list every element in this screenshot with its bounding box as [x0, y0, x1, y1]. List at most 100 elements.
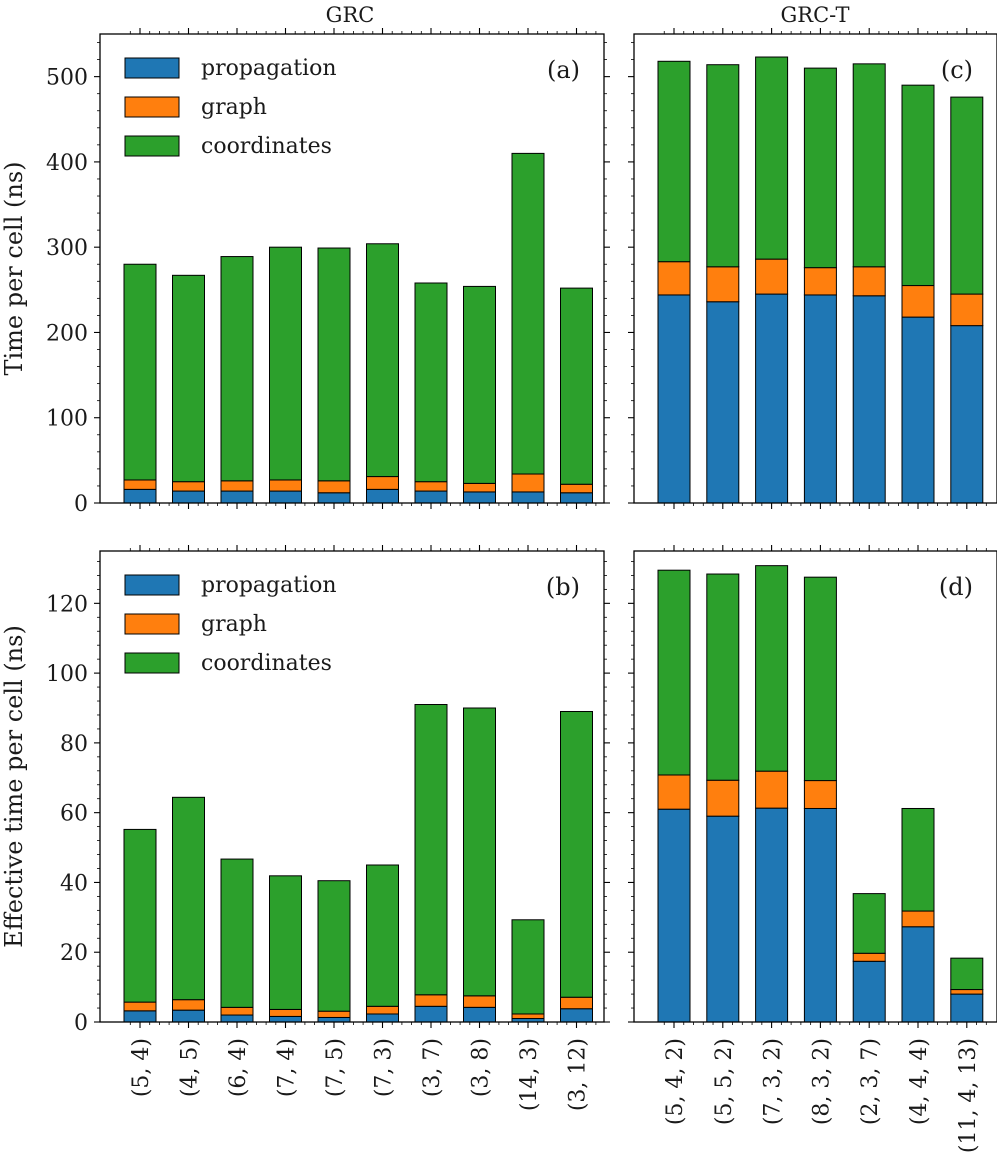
category-label: (7, 3) — [372, 1038, 397, 1097]
bar-coordinates-2 — [755, 565, 789, 772]
bar-propagation-4 — [317, 1016, 351, 1023]
bar-graph-1 — [706, 266, 740, 303]
bar-graph-3 — [803, 780, 837, 809]
bar-graph-2 — [755, 258, 789, 295]
y-axis-label: Effective time per cell (ns) — [0, 625, 28, 948]
bar-graph-2 — [220, 480, 254, 492]
bar-coordinates-6 — [414, 282, 448, 483]
bar-coordinates-5 — [366, 864, 399, 1007]
bar-graph-0 — [657, 774, 691, 810]
bar-coordinates-2 — [755, 56, 789, 260]
bar-graph-0 — [657, 261, 691, 296]
axes-frame — [99, 550, 605, 1023]
legend-label-graph: graph — [201, 612, 267, 637]
y-tick-label: 500 — [46, 66, 88, 91]
bar-graph-1 — [172, 481, 205, 492]
bar-graph-6 — [414, 994, 448, 1007]
bar-propagation-6 — [950, 325, 984, 504]
bar-graph-3 — [269, 479, 302, 492]
bar-propagation-5 — [366, 1013, 399, 1023]
bar-coordinates-9 — [560, 710, 593, 998]
bar-coordinates-4 — [852, 893, 886, 954]
bar-propagation-1 — [172, 490, 205, 504]
y-tick-label: 60 — [60, 802, 88, 827]
panel-tag: (d) — [939, 573, 973, 601]
panel-tag: (b) — [546, 573, 580, 601]
category-label: (4, 4, 4) — [907, 1038, 932, 1125]
bar-coordinates-1 — [172, 274, 205, 483]
bar-propagation-3 — [269, 1015, 302, 1023]
bar-propagation-3 — [803, 294, 837, 504]
bar-propagation-2 — [755, 293, 789, 504]
legend-swatch-propagation — [124, 574, 180, 596]
bar-graph-5 — [901, 285, 935, 318]
bar-coordinates-6 — [950, 957, 984, 991]
bar-propagation-0 — [123, 488, 157, 504]
bar-coordinates-7 — [463, 285, 496, 484]
y-tick-label: 0 — [74, 492, 88, 517]
panel-c: (c) — [628, 28, 997, 509]
category-label: (6, 4) — [226, 1038, 251, 1097]
bar-graph-5 — [901, 910, 935, 928]
bar-coordinates-3 — [269, 246, 302, 481]
bar-coordinates-4 — [317, 880, 351, 1012]
legend-swatch-graph — [124, 613, 180, 635]
bar-coordinates-1 — [706, 64, 740, 268]
bar-propagation-3 — [269, 490, 302, 504]
legend-swatch-coordinates — [124, 652, 180, 674]
bar-graph-0 — [123, 1001, 157, 1012]
category-label: (11, 4, 13) — [956, 1038, 981, 1153]
y-tick-label: 300 — [46, 236, 88, 261]
bar-coordinates-8 — [511, 919, 545, 1015]
bar-coordinates-6 — [950, 96, 984, 295]
bar-propagation-7 — [463, 1006, 496, 1023]
bar-propagation-1 — [706, 815, 740, 1023]
legend-label-coordinates: coordinates — [201, 134, 332, 159]
panel-d: (5, 4, 2) (5, 5, 2) (7, 3, 2) (8, 3, 2) (2, … — [628, 545, 997, 1153]
bar-graph-4 — [852, 952, 886, 962]
y-tick-label: 40 — [60, 871, 88, 896]
column-title-grc: GRC — [326, 3, 375, 27]
bar-graph-5 — [366, 476, 399, 490]
bar-graph-5 — [366, 1005, 399, 1015]
bar-coordinates-3 — [269, 875, 302, 1010]
bar-propagation-0 — [123, 1010, 157, 1023]
bar-propagation-6 — [950, 993, 984, 1023]
bar-coordinates-2 — [220, 858, 254, 1008]
category-label: (4, 5) — [178, 1038, 203, 1097]
legend-swatch-coordinates — [124, 135, 180, 157]
category-label: (5, 5, 2) — [712, 1038, 737, 1125]
bar-propagation-8 — [511, 491, 545, 504]
bar-graph-1 — [706, 779, 740, 817]
bar-graph-9 — [560, 483, 593, 494]
bar-graph-9 — [560, 996, 593, 1010]
bar-graph-6 — [950, 293, 984, 327]
y-tick-label: 100 — [46, 662, 88, 687]
category-label: (5, 4, 2) — [663, 1038, 688, 1125]
bar-coordinates-1 — [172, 796, 205, 1001]
category-label: (14, 3) — [517, 1038, 542, 1111]
category-label: (5, 4) — [129, 1038, 154, 1097]
bar-propagation-1 — [172, 1009, 205, 1023]
bar-graph-6 — [414, 481, 448, 492]
bar-coordinates-6 — [414, 704, 448, 996]
y-tick-label: 200 — [46, 321, 88, 346]
legend-swatch-propagation — [124, 57, 180, 79]
bar-coordinates-7 — [463, 707, 496, 997]
y-tick-label: 20 — [60, 941, 88, 966]
legend-swatch-graph — [124, 96, 180, 118]
bar-coordinates-5 — [366, 243, 399, 478]
panel-b: 0 20 40 60 80 100 120 (5, 4) (4, 5) (6, 4) (7, 4) (… — [0, 545, 610, 1111]
axes-frame — [99, 33, 605, 504]
bar-propagation-6 — [414, 490, 448, 504]
bar-graph-2 — [755, 770, 789, 809]
column-title-grc-t: GRC-T — [780, 3, 849, 27]
legend: propagation graph coordinates — [124, 56, 337, 159]
bar-propagation-2 — [220, 490, 254, 504]
bar-graph-7 — [463, 482, 496, 493]
bar-coordinates-4 — [317, 247, 351, 482]
bar-graph-4 — [852, 266, 886, 297]
bar-coordinates-8 — [511, 152, 545, 475]
bar-propagation-2 — [755, 807, 789, 1023]
